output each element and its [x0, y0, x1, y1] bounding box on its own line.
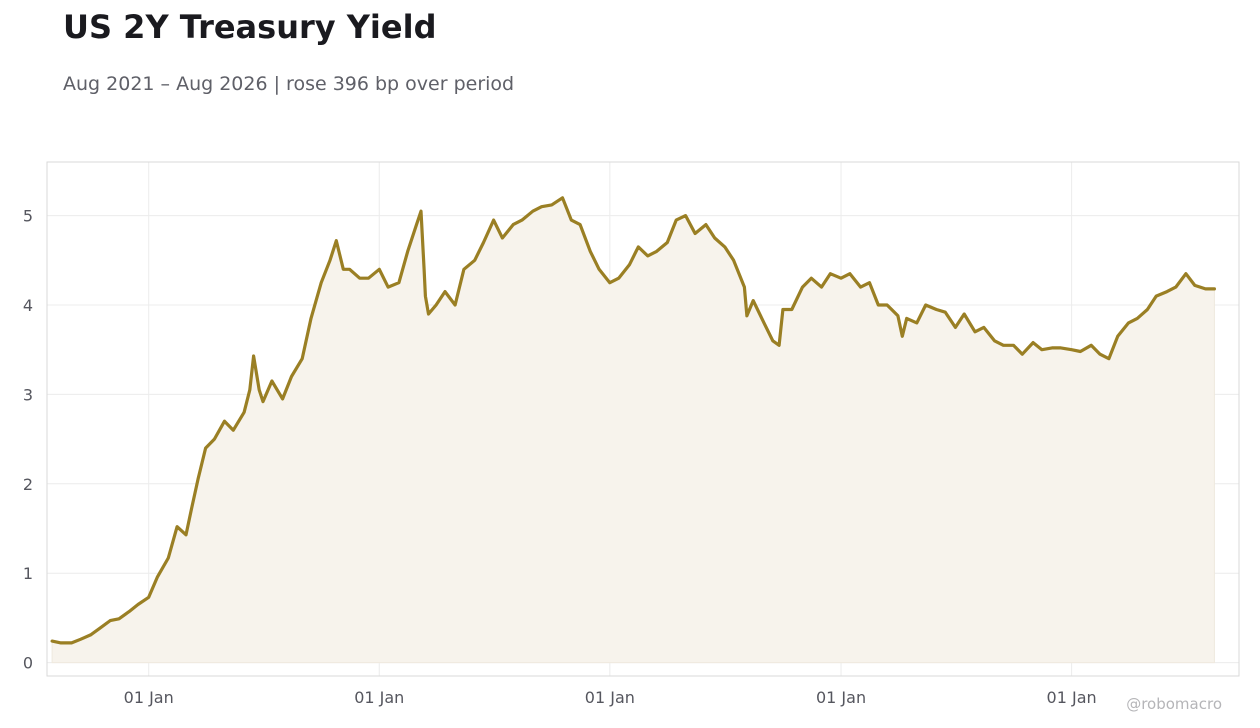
series-line [50, 196, 1216, 645]
y-tick-label: 1 [23, 564, 33, 583]
chart-title: US 2Y Treasury Yield [63, 8, 437, 46]
x-tick-label: 01 Jan [816, 688, 866, 707]
y-tick-label: 0 [23, 654, 33, 673]
watermark: @robomacro [1126, 695, 1222, 713]
y-tick-label: 3 [23, 385, 33, 404]
line-layer [50, 196, 1216, 645]
chart-subtitle: Aug 2021 – Aug 2026 | rose 396 bp over p… [63, 73, 515, 95]
y-tick-label: 2 [23, 475, 33, 494]
x-tick-label: 01 Jan [585, 688, 635, 707]
y-axis: 0 1 2 3 4 5 [23, 207, 33, 673]
x-tick-label: 01 Jan [1047, 688, 1097, 707]
area-layer [51, 197, 1215, 664]
x-axis: 01 Jan 01 Jan 01 Jan 01 Jan 01 Jan [124, 688, 1097, 707]
frame-layer [46, 161, 1240, 677]
x-tick-label: 01 Jan [124, 688, 174, 707]
y-tick-label: 5 [23, 207, 33, 226]
x-tick-label: 01 Jan [354, 688, 404, 707]
series-area [51, 197, 1215, 664]
plot-frame [46, 161, 1240, 677]
y-tick-label: 4 [23, 296, 33, 315]
